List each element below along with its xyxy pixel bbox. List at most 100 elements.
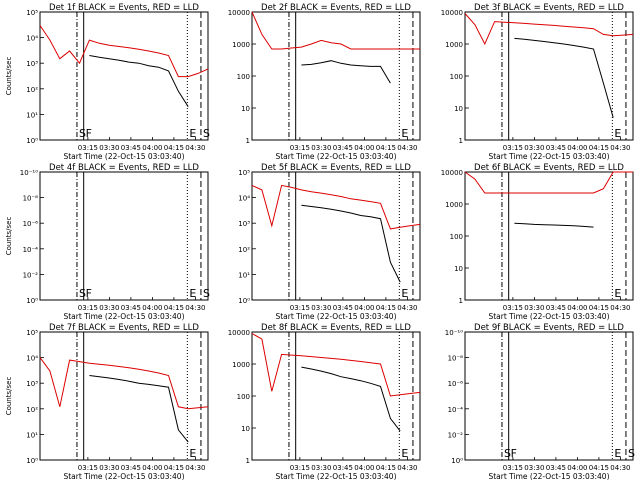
y-tick-label: 10⁴ <box>26 35 38 43</box>
plot-frame <box>39 331 209 461</box>
x-tick-label: 03:45 <box>121 304 141 312</box>
x-tick-label: 03:45 <box>333 304 353 312</box>
marker-label: E <box>401 447 408 460</box>
marker-label: F <box>86 127 92 140</box>
x-tick-label: 04:30 <box>397 144 417 152</box>
x-tick-label: 04:30 <box>185 464 205 472</box>
chart-title: Det 6f BLACK = Events, RED = LLD <box>474 163 624 173</box>
x-tick-label: 04:15 <box>376 144 396 152</box>
y-tick-label: 10³ <box>238 220 250 228</box>
panel-6: Det 6f BLACK = Events, RED = LLD 1 10 100 10… <box>441 163 634 321</box>
y-tick-label: 1 <box>246 137 250 145</box>
chart-title: Det 5f BLACK = Events, RED = LLD <box>261 163 411 173</box>
x-tick-label: 03:15 <box>503 144 523 152</box>
marker-label: F <box>86 287 92 300</box>
y-tick-label: 10000 <box>441 169 463 177</box>
marker-label: E <box>189 287 196 300</box>
x-tick-label: 03:30 <box>524 144 544 152</box>
lld-series-line <box>464 171 633 194</box>
x-tick-label: 04:30 <box>397 464 417 472</box>
events-series-line <box>301 204 401 283</box>
y-tick-label: 10⁻⁶ <box>23 220 39 228</box>
x-tick-label: 04:15 <box>164 304 184 312</box>
x-tick-label: 03:45 <box>121 144 141 152</box>
y-tick-label: 10⁰ <box>26 297 38 305</box>
marker-label: E <box>189 127 196 140</box>
y-tick-label: 10⁻¹⁰ <box>445 329 463 337</box>
x-tick-label: 03:45 <box>333 144 353 152</box>
marker-label: S <box>79 287 86 300</box>
x-axis-label: Start Time (22-Oct-15 03:03:40) <box>275 472 396 480</box>
events-series-line <box>514 37 614 118</box>
x-tick-label: 03:30 <box>524 304 544 312</box>
x-tick-label: 04:30 <box>185 304 205 312</box>
marker-label: E <box>614 447 621 460</box>
x-tick-label: 04:00 <box>142 144 162 152</box>
plot-frame <box>464 171 634 301</box>
x-tick-label: 04:15 <box>164 464 184 472</box>
x-axis-label: Start Time (22-Oct-15 03:03:40) <box>275 152 396 161</box>
plot-frame <box>39 11 209 141</box>
y-tick-label: 10² <box>26 86 38 94</box>
y-tick-label: 10² <box>238 246 250 254</box>
x-tick-label: 04:00 <box>567 144 587 152</box>
y-tick-label: 1000 <box>232 41 250 49</box>
lld-series-line <box>464 13 634 46</box>
x-tick-label: 03:30 <box>311 144 331 152</box>
y-tick-label: 10000 <box>228 329 250 337</box>
lld-series-line <box>251 333 421 397</box>
plot-frame <box>464 331 634 461</box>
x-tick-label: 04:30 <box>610 464 630 472</box>
x-tick-label: 03:30 <box>311 304 331 312</box>
y-tick-label: 10 <box>241 425 250 433</box>
y-tick-label: 10⁻⁴ <box>448 406 464 414</box>
x-tick-label: 03:15 <box>290 464 310 472</box>
x-tick-label: 03:30 <box>99 304 119 312</box>
y-tick-label: 10¹ <box>238 271 250 279</box>
y-tick-label: 10³ <box>26 60 38 68</box>
y-tick-label: 1 <box>459 297 463 305</box>
y-tick-label: 10⁰ <box>26 137 38 145</box>
lld-series-line <box>251 184 421 230</box>
x-tick-label: 04:30 <box>610 144 630 152</box>
x-tick-label: 03:15 <box>78 304 98 312</box>
plot-frame <box>251 331 421 461</box>
lld-series-line <box>39 25 209 78</box>
x-tick-label: 04:30 <box>610 304 630 312</box>
y-tick-label: 10 <box>454 105 463 113</box>
x-tick-label: 04:00 <box>354 144 374 152</box>
x-tick-label: 03:15 <box>503 464 523 472</box>
x-axis-label: Start Time (22-Oct-15 03:03:40) <box>275 312 396 321</box>
y-axis-label: Counts/sec <box>5 57 13 96</box>
panel-9: Det 9f BLACK = Events, RED = LLD 10⁰ 10⁻² 1… <box>445 323 635 480</box>
marker-label: S <box>203 287 210 300</box>
x-tick-label: 04:00 <box>142 304 162 312</box>
y-tick-label: 10⁵ <box>26 329 38 337</box>
x-tick-label: 03:45 <box>121 464 141 472</box>
x-tick-label: 03:30 <box>99 464 119 472</box>
marker-label: E <box>401 287 408 300</box>
panel-4: Det 4f BLACK = Events, RED = LLD 10⁰ 10⁻² 1… <box>5 163 210 321</box>
y-tick-label: 10³ <box>26 380 38 388</box>
events-series-line <box>89 375 189 443</box>
y-tick-label: 1 <box>246 457 250 465</box>
x-tick-label: 04:15 <box>589 304 609 312</box>
y-tick-label: 10⁻⁸ <box>23 195 39 203</box>
x-tick-label: 03:30 <box>99 144 119 152</box>
plot-frame <box>39 171 209 301</box>
x-axis-label: Start Time (22-Oct-15 03:03:40) <box>63 312 184 321</box>
x-tick-label: 03:15 <box>78 144 98 152</box>
x-tick-label: 03:45 <box>546 304 566 312</box>
x-tick-label: 04:00 <box>354 304 374 312</box>
chart-title: Det 7f BLACK = Events, RED = LLD <box>49 323 199 333</box>
y-tick-label: 1 <box>459 137 463 145</box>
y-tick-label: 10⁵ <box>238 169 250 177</box>
y-tick-label: 100 <box>237 393 250 401</box>
panel-7: Det 7f BLACK = Events, RED = LLD 10⁰ 10¹ 10… <box>5 323 209 480</box>
y-tick-label: 10000 <box>441 9 463 17</box>
x-tick-label: 03:15 <box>290 304 310 312</box>
marker-label: E <box>189 447 196 460</box>
marker-label: E <box>401 127 408 140</box>
y-tick-label: 10⁵ <box>26 9 38 17</box>
